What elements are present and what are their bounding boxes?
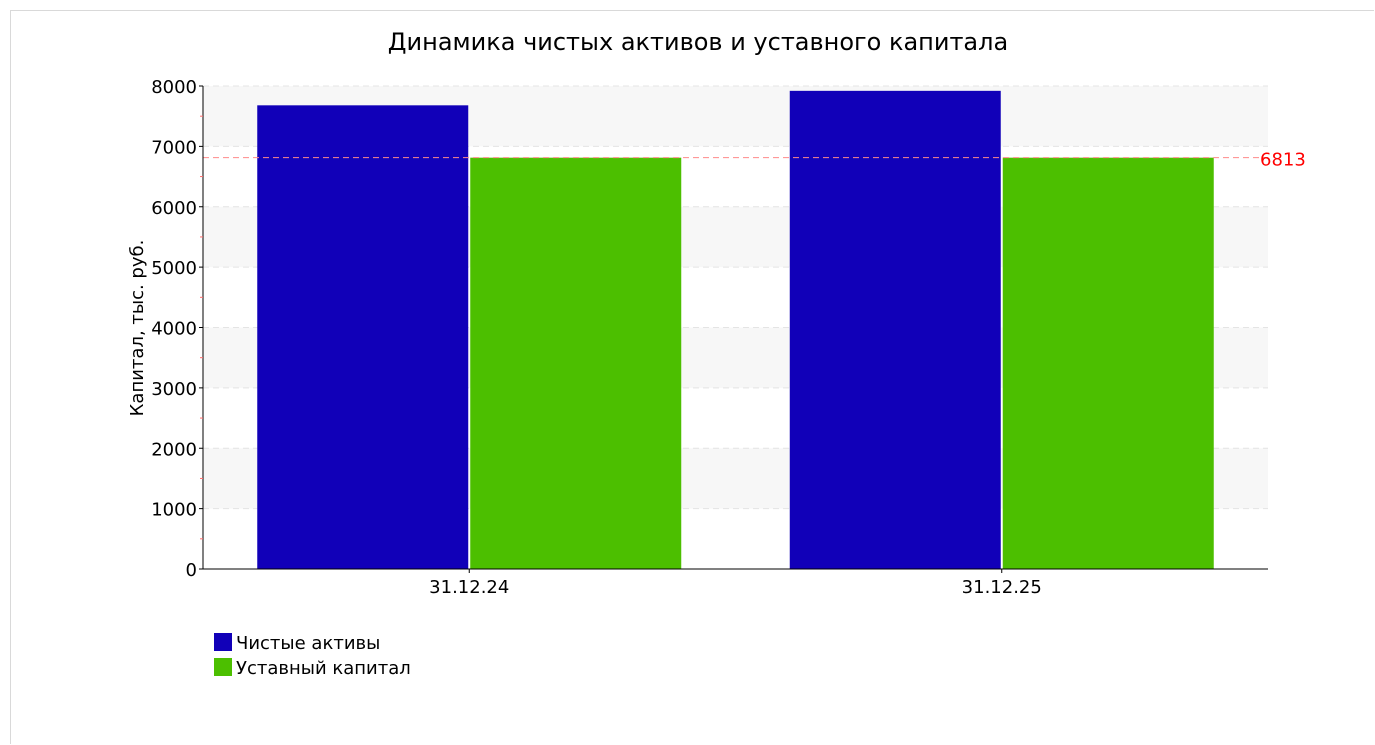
- legend: Чистые активы Уставный капитал: [214, 633, 411, 679]
- y-tick-label: 7000: [151, 137, 197, 158]
- y-tick-label: 2000: [151, 439, 197, 460]
- y-tick-label: 5000: [151, 258, 197, 279]
- y-tick-label: 6000: [151, 198, 197, 219]
- bar-share-capital-1: [1002, 157, 1214, 569]
- y-tick-label: 8000: [151, 77, 197, 98]
- chart-frame: [10, 10, 1374, 744]
- reference-line-label: 6813: [1260, 150, 1306, 171]
- bar-net-assets-1: [789, 90, 1001, 569]
- legend-label-share-capital: Уставный капитал: [236, 658, 411, 679]
- legend-swatch-net-assets: [214, 633, 232, 651]
- bars-group: [257, 90, 1214, 569]
- bar-share-capital-0: [470, 157, 682, 569]
- legend-swatch-share-capital: [214, 658, 232, 676]
- y-tick-label: 0: [186, 560, 197, 581]
- legend-label-net-assets: Чистые активы: [236, 633, 380, 654]
- y-axis-label: Капитал, тыс. руб.: [127, 240, 148, 417]
- chart-title: Динамика чистых активов и уставного капи…: [388, 28, 1008, 56]
- x-tick-label: 31.12.25: [962, 577, 1042, 598]
- grid-lines: [203, 85, 1268, 510]
- y-tick-label: 4000: [151, 319, 197, 340]
- y-tick-label: 1000: [151, 500, 197, 521]
- bar-net-assets-0: [257, 105, 469, 569]
- y-ticks: 0 1000 2000 3000 4000 5000 6000 7000 8000: [151, 77, 203, 581]
- x-tick-label: 31.12.24: [429, 577, 509, 598]
- reference-line-group: 6813: [203, 150, 1306, 171]
- y-tick-label: 3000: [151, 379, 197, 400]
- x-ticks: 31.12.24 31.12.25: [429, 569, 1042, 598]
